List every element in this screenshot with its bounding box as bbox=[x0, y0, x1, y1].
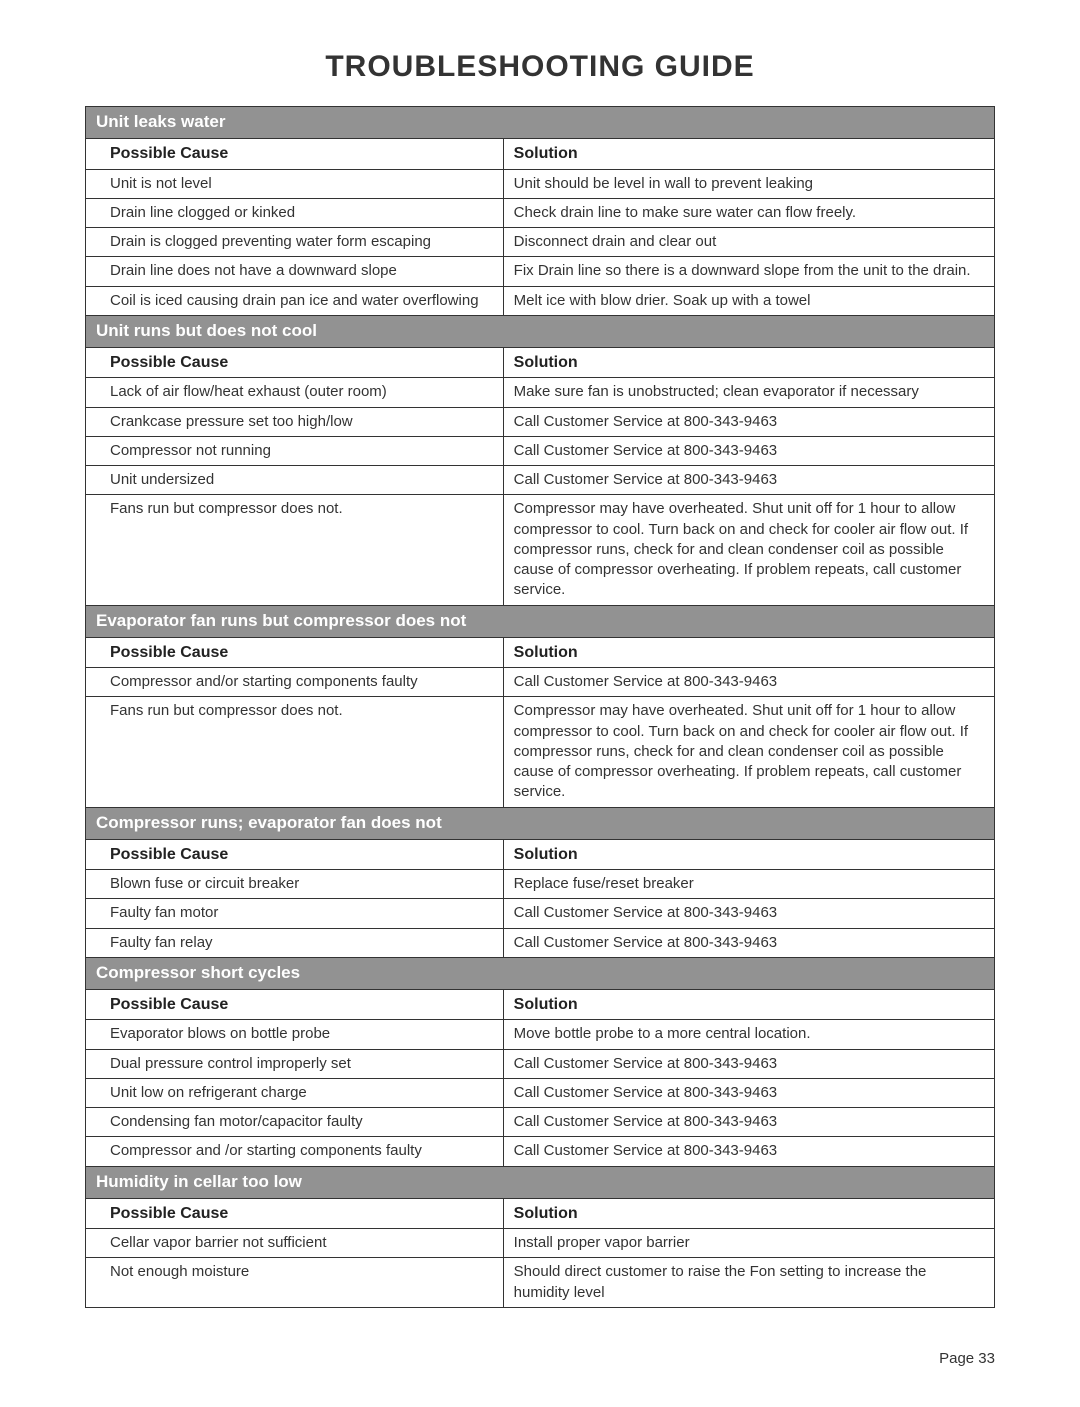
table-row: Fans run but compressor does not.Compres… bbox=[86, 495, 994, 605]
table-row: Not enough moistureShould direct custome… bbox=[86, 1258, 994, 1307]
table-row: Coil is iced causing drain pan ice and w… bbox=[86, 287, 994, 316]
table-row: Fans run but compressor does not.Compres… bbox=[86, 697, 994, 807]
solution-cell: Melt ice with blow drier. Soak up with a… bbox=[504, 287, 994, 315]
cause-cell: Lack of air flow/heat exhaust (outer roo… bbox=[86, 378, 504, 406]
table-row: Drain line clogged or kinkedCheck drain … bbox=[86, 199, 994, 228]
column-header-row: Possible CauseSolution bbox=[86, 840, 994, 871]
table-row: Drain is clogged preventing water form e… bbox=[86, 228, 994, 257]
table-row: Unit low on refrigerant chargeCall Custo… bbox=[86, 1079, 994, 1108]
cause-cell: Fans run but compressor does not. bbox=[86, 697, 504, 806]
solution-cell: Make sure fan is unobstructed; clean eva… bbox=[504, 378, 994, 406]
section-title: Unit runs but does not cool bbox=[86, 316, 994, 348]
page-title: TROUBLESHOOTING GUIDE bbox=[85, 50, 995, 84]
cause-cell: Dual pressure control improperly set bbox=[86, 1050, 504, 1078]
column-header-solution: Solution bbox=[504, 1199, 994, 1229]
table-row: Evaporator blows on bottle probeMove bot… bbox=[86, 1020, 994, 1049]
solution-cell: Compressor may have overheated. Shut uni… bbox=[504, 697, 994, 806]
solution-cell: Call Customer Service at 800-343-9463 bbox=[504, 408, 994, 436]
cause-cell: Coil is iced causing drain pan ice and w… bbox=[86, 287, 504, 315]
column-header-cause: Possible Cause bbox=[86, 840, 504, 870]
cause-cell: Blown fuse or circuit breaker bbox=[86, 870, 504, 898]
solution-cell: Check drain line to make sure water can … bbox=[504, 199, 994, 227]
table-row: Cellar vapor barrier not sufficientInsta… bbox=[86, 1229, 994, 1258]
column-header-cause: Possible Cause bbox=[86, 638, 504, 668]
solution-cell: Should direct customer to raise the Fon … bbox=[504, 1258, 994, 1307]
cause-cell: Drain is clogged preventing water form e… bbox=[86, 228, 504, 256]
solution-cell: Move bottle probe to a more central loca… bbox=[504, 1020, 994, 1048]
solution-cell: Call Customer Service at 800-343-9463 bbox=[504, 1108, 994, 1136]
column-header-solution: Solution bbox=[504, 638, 994, 668]
cause-cell: Condensing fan motor/capacitor faulty bbox=[86, 1108, 504, 1136]
solution-cell: Call Customer Service at 800-343-9463 bbox=[504, 1050, 994, 1078]
table-row: Crankcase pressure set too high/lowCall … bbox=[86, 408, 994, 437]
solution-cell: Call Customer Service at 800-343-9463 bbox=[504, 929, 994, 957]
column-header-solution: Solution bbox=[504, 348, 994, 378]
table-row: Compressor and/or starting components fa… bbox=[86, 668, 994, 697]
table-row: Faulty fan motorCall Customer Service at… bbox=[86, 899, 994, 928]
solution-cell: Call Customer Service at 800-343-9463 bbox=[504, 668, 994, 696]
table-row: Compressor and /or starting components f… bbox=[86, 1137, 994, 1166]
cause-cell: Drain line clogged or kinked bbox=[86, 199, 504, 227]
cause-cell: Unit undersized bbox=[86, 466, 504, 494]
section-title: Humidity in cellar too low bbox=[86, 1167, 994, 1199]
section-title: Compressor short cycles bbox=[86, 958, 994, 990]
column-header-row: Possible CauseSolution bbox=[86, 1199, 994, 1230]
column-header-row: Possible CauseSolution bbox=[86, 990, 994, 1021]
solution-cell: Install proper vapor barrier bbox=[504, 1229, 994, 1257]
troubleshooting-table: Unit leaks waterPossible CauseSolutionUn… bbox=[85, 106, 995, 1308]
cause-cell: Unit is not level bbox=[86, 170, 504, 198]
column-header-cause: Possible Cause bbox=[86, 348, 504, 378]
column-header-solution: Solution bbox=[504, 840, 994, 870]
cause-cell: Compressor not running bbox=[86, 437, 504, 465]
table-row: Lack of air flow/heat exhaust (outer roo… bbox=[86, 378, 994, 407]
table-row: Unit undersizedCall Customer Service at … bbox=[86, 466, 994, 495]
table-row: Dual pressure control improperly setCall… bbox=[86, 1050, 994, 1079]
solution-cell: Disconnect drain and clear out bbox=[504, 228, 994, 256]
column-header-row: Possible CauseSolution bbox=[86, 348, 994, 379]
solution-cell: Call Customer Service at 800-343-9463 bbox=[504, 899, 994, 927]
cause-cell: Crankcase pressure set too high/low bbox=[86, 408, 504, 436]
cause-cell: Cellar vapor barrier not sufficient bbox=[86, 1229, 504, 1257]
cause-cell: Faulty fan relay bbox=[86, 929, 504, 957]
page-footer: Page 33 bbox=[85, 1350, 995, 1367]
cause-cell: Faulty fan motor bbox=[86, 899, 504, 927]
column-header-cause: Possible Cause bbox=[86, 990, 504, 1020]
column-header-row: Possible CauseSolution bbox=[86, 638, 994, 669]
table-row: Compressor not runningCall Customer Serv… bbox=[86, 437, 994, 466]
table-row: Unit is not levelUnit should be level in… bbox=[86, 170, 994, 199]
cause-cell: Unit low on refrigerant charge bbox=[86, 1079, 504, 1107]
solution-cell: Call Customer Service at 800-343-9463 bbox=[504, 466, 994, 494]
column-header-cause: Possible Cause bbox=[86, 1199, 504, 1229]
cause-cell: Not enough moisture bbox=[86, 1258, 504, 1307]
solution-cell: Call Customer Service at 800-343-9463 bbox=[504, 437, 994, 465]
column-header-row: Possible CauseSolution bbox=[86, 139, 994, 170]
cause-cell: Compressor and /or starting components f… bbox=[86, 1137, 504, 1165]
cause-cell: Drain line does not have a downward slop… bbox=[86, 257, 504, 285]
cause-cell: Compressor and/or starting components fa… bbox=[86, 668, 504, 696]
solution-cell: Fix Drain line so there is a downward sl… bbox=[504, 257, 994, 285]
table-row: Condensing fan motor/capacitor faultyCal… bbox=[86, 1108, 994, 1137]
table-row: Blown fuse or circuit breakerReplace fus… bbox=[86, 870, 994, 899]
section-title: Compressor runs; evaporator fan does not bbox=[86, 808, 994, 840]
solution-cell: Call Customer Service at 800-343-9463 bbox=[504, 1137, 994, 1165]
solution-cell: Compressor may have overheated. Shut uni… bbox=[504, 495, 994, 604]
cause-cell: Fans run but compressor does not. bbox=[86, 495, 504, 604]
solution-cell: Replace fuse/reset breaker bbox=[504, 870, 994, 898]
column-header-solution: Solution bbox=[504, 990, 994, 1020]
section-title: Unit leaks water bbox=[86, 107, 994, 139]
table-row: Drain line does not have a downward slop… bbox=[86, 257, 994, 286]
solution-cell: Call Customer Service at 800-343-9463 bbox=[504, 1079, 994, 1107]
solution-cell: Unit should be level in wall to prevent … bbox=[504, 170, 994, 198]
table-row: Faulty fan relayCall Customer Service at… bbox=[86, 929, 994, 958]
section-title: Evaporator fan runs but compressor does … bbox=[86, 606, 994, 638]
cause-cell: Evaporator blows on bottle probe bbox=[86, 1020, 504, 1048]
column-header-cause: Possible Cause bbox=[86, 139, 504, 169]
column-header-solution: Solution bbox=[504, 139, 994, 169]
